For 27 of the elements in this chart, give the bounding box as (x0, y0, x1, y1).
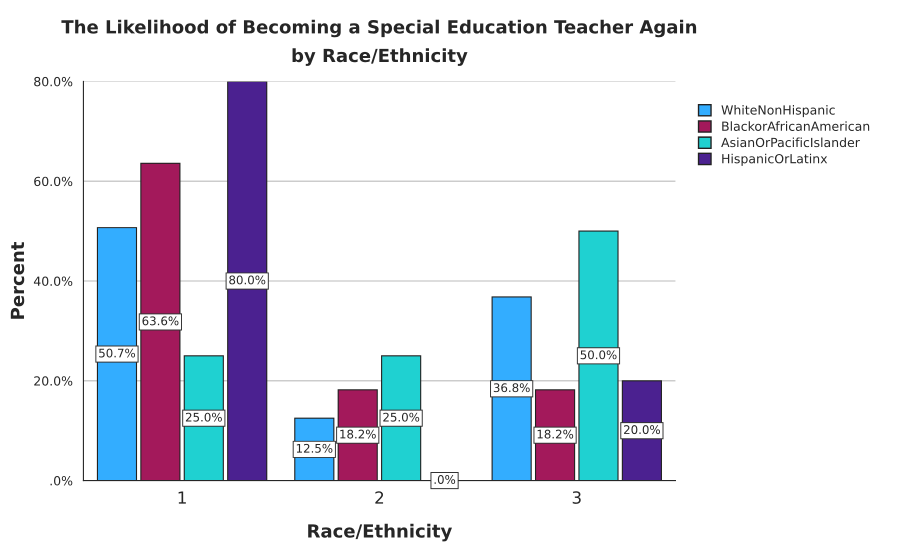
y-axis-title: Percent (10, 242, 24, 319)
data-label: 25.0% (186, 412, 222, 422)
x-tick-label: 2 (375, 491, 384, 504)
x-axis-title: Race/Ethnicity (308, 524, 452, 542)
data-label: 12.5% (296, 444, 332, 453)
data-label: .0% (434, 475, 456, 484)
data-label: 50.0% (580, 350, 617, 360)
legend-label: HispanicOrLatinx (722, 154, 828, 166)
y-tick-label: 20.0% (34, 376, 72, 386)
data-label: 50.7% (99, 348, 136, 358)
data-label: 20.0% (624, 425, 660, 434)
x-tick-label: 3 (572, 491, 581, 504)
x-tick-label: 1 (178, 491, 186, 504)
legend-label: BlackorAfricanAmerican (722, 121, 870, 131)
y-tick-label: 80.0% (34, 76, 72, 86)
y-tick-label: 40.0% (34, 276, 72, 286)
legend-label: WhiteNonHispanic (721, 105, 835, 118)
y-tick-label: 60.0% (34, 176, 72, 186)
legend-label: AsianOrPacificIslander (721, 138, 860, 148)
data-label: 63.6% (142, 316, 178, 326)
data-label: 25.0% (383, 412, 420, 422)
chart-title: The Likelihood of Becoming a Special Education Teacher Again by Race/Ethnicity (61, 20, 696, 66)
data-label: 18.2% (340, 430, 376, 439)
data-label: 18.2% (538, 430, 574, 439)
y-tick-label: .0% (50, 476, 72, 486)
data-label: 36.8% (494, 383, 530, 392)
data-label: 80.0% (229, 276, 266, 284)
